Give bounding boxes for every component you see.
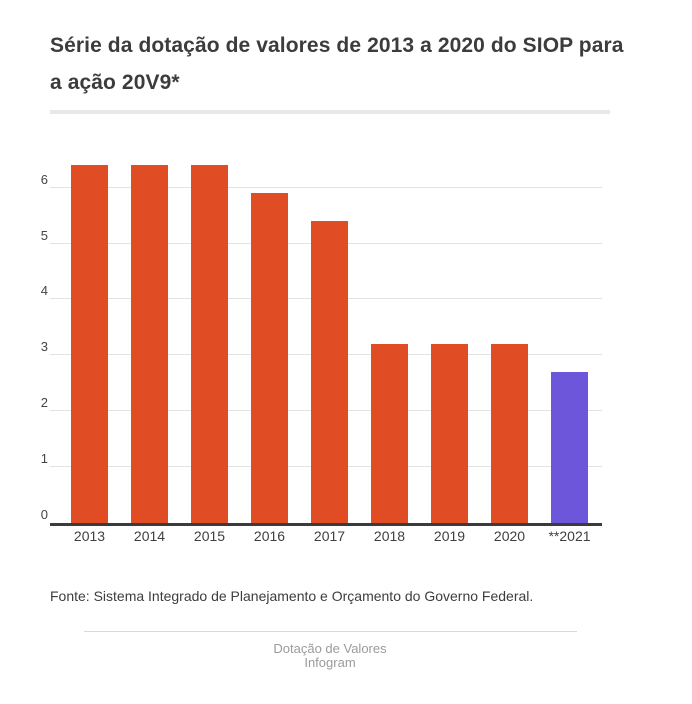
x-axis-label-2017: 2017 (313, 528, 346, 544)
bar-2021 (551, 372, 588, 523)
y-axis: 0 1 2 3 4 5 6 (0, 140, 48, 523)
bar-2013 (71, 165, 108, 523)
bar-2017 (311, 221, 348, 523)
title-divider (50, 110, 610, 114)
gridline-6 (50, 186, 602, 188)
bar-chart: 0 1 2 3 4 5 6 2013 2014 2015 2016 2017 2018 2019 2020… (0, 140, 602, 544)
x-axis-label-2018: 2018 (373, 528, 406, 544)
infogram-attribution-link[interactable]: Infogram (304, 655, 356, 670)
plot-area (50, 140, 602, 523)
bar-2014 (131, 165, 168, 523)
source-note: Fonte: Sistema Integrado de Planejamento… (50, 588, 534, 604)
bar-2016 (251, 193, 288, 523)
chart-title: Série da dotação de valores de 2013 a 20… (50, 34, 624, 94)
x-axis-label-2014: 2014 (133, 528, 166, 544)
y-axis-tick-4: 4 (40, 283, 48, 299)
y-axis-tick-5: 5 (40, 227, 48, 243)
x-axis-label-2020: 2020 (493, 528, 526, 544)
y-axis-tick-1: 1 (40, 451, 48, 467)
bar-2020 (491, 344, 528, 523)
bar-2018 (371, 344, 408, 523)
y-axis-tick-3: 3 (40, 339, 48, 355)
x-axis-label-2015: 2015 (193, 528, 226, 544)
x-axis-line (50, 523, 602, 526)
y-axis-tick-0: 0 (40, 507, 48, 522)
y-axis-tick-2: 2 (40, 395, 48, 411)
footer-chart-name[interactable]: Dotação de Valores (273, 641, 387, 656)
y-axis-tick-6: 6 (40, 171, 48, 187)
footer-attribution: Dotação de Valores Infogram (0, 642, 660, 670)
x-axis-label-2019: 2019 (433, 528, 466, 544)
x-axis-label-2013: 2013 (73, 528, 106, 544)
bar-2015 (191, 165, 228, 523)
footer-divider (84, 631, 577, 632)
x-axis-label-2016: 2016 (253, 528, 286, 544)
x-axis-label-2021: **2021 (548, 528, 591, 544)
bar-2019 (431, 344, 468, 523)
